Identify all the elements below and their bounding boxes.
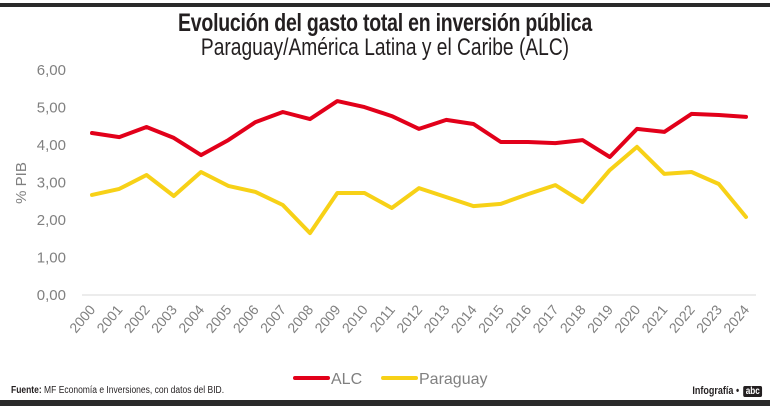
series-line-alc <box>90 99 748 159</box>
bottom-rule <box>0 400 770 406</box>
x-tick-label: 2016 <box>502 301 534 335</box>
x-tick-label: 2017 <box>529 301 561 335</box>
x-tick-label: 2024 <box>720 301 752 335</box>
chart-subtitle: Paraguay/América Latina y el Caribe (ALC… <box>200 34 570 61</box>
y-axis-label: % PIB <box>13 162 30 204</box>
x-tick-label: 2007 <box>257 301 289 335</box>
x-tick-label: 2009 <box>311 301 343 335</box>
y-tick-label: 5,00 <box>37 100 66 117</box>
x-tick-label: 2015 <box>475 301 507 335</box>
credit: Infografía • abc <box>692 385 762 397</box>
x-tick-label: 2004 <box>175 301 207 335</box>
x-tick-label: 2014 <box>448 301 480 335</box>
x-tick-label: 2022 <box>666 301 698 335</box>
source-label: Fuente: <box>11 385 42 396</box>
legend-label-paraguay: Paraguay <box>419 371 488 388</box>
y-tick-label: 2,00 <box>37 212 66 229</box>
x-tick-label: 2018 <box>557 301 589 335</box>
x-tick-label: 2011 <box>366 301 398 335</box>
y-tick-label: 1,00 <box>37 250 66 267</box>
legend-label-alc: ALC <box>331 371 362 388</box>
legend: ALC Paraguay <box>293 371 488 388</box>
x-tick-label: 2003 <box>148 301 180 335</box>
x-tick-label: 2002 <box>121 301 153 335</box>
x-axis: 2000200120022003200420052006200720082009… <box>66 301 752 335</box>
x-tick-label: 2005 <box>202 301 234 335</box>
y-tick-label: 3,00 <box>37 175 66 192</box>
x-tick-label: 2019 <box>584 301 616 335</box>
x-tick-label: 2021 <box>638 301 670 335</box>
x-tick-label: 2010 <box>339 301 371 335</box>
x-tick-label: 2000 <box>66 301 98 335</box>
x-tick-label: 2006 <box>230 301 262 335</box>
y-tick-label: 6,00 <box>37 62 66 79</box>
y-tick-label: 4,00 <box>37 137 66 154</box>
chart-title: Evolución del gasto total en inversión p… <box>178 9 592 37</box>
series-line-paraguay <box>90 144 748 236</box>
top-rule <box>0 3 770 7</box>
x-tick-label: 2013 <box>420 301 452 335</box>
source-note: Fuente: MF Economía e Inversiones, con d… <box>11 385 224 396</box>
x-tick-label: 2023 <box>693 301 725 335</box>
y-tick-label: 0,00 <box>37 287 66 304</box>
x-tick-label: 2012 <box>393 301 425 335</box>
credit-label: Infografía • <box>692 385 739 397</box>
brand-logo: abc <box>742 386 762 397</box>
source-text: MF Economía e Inversiones, con datos del… <box>44 385 225 396</box>
x-tick-label: 2020 <box>611 301 643 335</box>
x-tick-label: 2008 <box>284 301 316 335</box>
y-axis: 0,00 1,00 2,00 3,00 4,00 5,00 6,00 <box>37 62 66 304</box>
x-tick-label: 2001 <box>93 301 125 335</box>
series-layer <box>90 99 748 236</box>
